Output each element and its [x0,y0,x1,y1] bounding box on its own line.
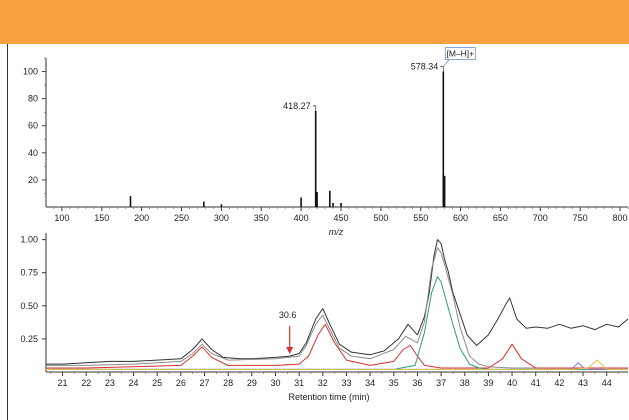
lc-x-tick-label: 31 [294,378,304,388]
lc-x-tick-label: 29 [247,378,257,388]
lc-x-tick-label: 36 [412,378,422,388]
lc-series-line [46,323,628,369]
ms-x-tick-label: 650 [493,213,508,223]
lc-x-tick-label: 30 [270,378,280,388]
ms-minor-ticks [44,57,629,209]
ms-x-tick-label: 300 [214,213,229,223]
lc-x-tick-label: 32 [318,378,328,388]
ms-x-tick-label: 550 [413,213,428,223]
lc-series [46,239,629,370]
ms-x-tick-label: 600 [453,213,468,223]
lc-x-tick-label: 39 [483,378,493,388]
lc-x-tick-label: 24 [129,378,139,388]
ion-label-box [444,47,476,60]
ms-x-tick-label: 400 [294,213,309,223]
lc-x-tick-label: 22 [81,378,91,388]
lc-x-tick-label: 26 [176,378,186,388]
lc-minor-ticks [50,372,619,374]
rt-arrow-head [286,347,294,354]
lc-x-tick-label: 43 [578,378,588,388]
ms-x-tick-label: 800 [613,213,628,223]
ms-peaks [129,71,446,207]
lc-x-tick-label: 38 [460,378,470,388]
lc-x-tick-label: 34 [365,378,375,388]
lc-y-ticks: 0.25 0.50 0.75 1.00 [20,235,46,344]
lc-x-tick-label: 44 [602,378,612,388]
ms-y-tick-label: 40 [28,148,38,158]
header-band [0,0,629,44]
lc-x-tick-label: 33 [341,378,351,388]
ms-peak-callout [312,105,317,111]
lc-x-tick-label: 41 [531,378,541,388]
lc-y-tick-label: 0.75 [20,268,38,278]
ms-x-axis-label: m/z [329,227,344,237]
mass-spectrum-panel: 20 40 60 80 100 100 150 200 250 300 350 400 450 500 5… [23,47,629,237]
lc-x-tick-label: 25 [152,378,162,388]
lc-x-axis-label: Retention time (min) [288,392,369,402]
ms-peak-label: 418.27 [283,101,311,111]
ms-annotations: 418.27 578.34 [M–H]+ [283,47,476,111]
lc-x-ticks: 21 22 23 24 25 26 27 28 29 30 31 32 33 34 35 36 37 38 39 40… [58,372,612,388]
lc-x-tick-label: 40 [507,378,517,388]
ms-peak-callout [440,66,444,72]
lc-y-tick-label: 0.25 [20,334,38,344]
lc-series-line [46,239,629,365]
ms-x-ticks: 100 150 200 250 300 350 400 450 500 550 600 650 700 7… [54,207,628,223]
figure-frame [7,44,629,420]
ms-x-tick-label: 450 [333,213,348,223]
lc-y-tick-label: 1.00 [20,235,38,245]
ion-label-connector [443,59,450,67]
ms-x-tick-label: 700 [533,213,548,223]
ms-y-tick-label: 20 [28,175,38,185]
ion-label: [M–H]+ [446,49,474,59]
ms-x-tick-label: 500 [373,213,388,223]
ms-y-tick-label: 100 [23,67,38,77]
ms-x-tick-label: 350 [254,213,269,223]
lc-x-tick-label: 35 [389,378,399,388]
lc-series-line [46,359,628,370]
lc-x-tick-label: 21 [58,378,68,388]
ms-y-tick-label: 60 [28,121,38,131]
lc-x-tick-label: 27 [200,378,210,388]
ms-x-tick-label: 250 [174,213,189,223]
ms-x-tick-label: 750 [573,213,588,223]
lc-series-line [46,247,628,369]
lc-series-line [46,276,628,370]
rt-annotation-label: 30.6 [279,310,297,320]
ms-x-tick-label: 100 [54,213,69,223]
lc-x-tick-label: 28 [223,378,233,388]
chromatogram-panel: 0.25 0.50 0.75 1.00 21 22 23 24 25 26 27 28 29 30 31 3… [20,233,629,402]
lc-y-tick-label: 0.50 [20,301,38,311]
lc-annotations: 30.6 [279,310,297,354]
ms-y-ticks: 20 40 60 80 100 [23,67,46,185]
ms-peak-label: 578.34 [411,62,439,72]
ms-x-tick-label: 150 [94,213,109,223]
lc-x-tick-label: 37 [436,378,446,388]
lc-x-tick-label: 23 [105,378,115,388]
ms-y-tick-label: 80 [28,94,38,104]
lc-x-tick-label: 42 [554,378,564,388]
ms-x-tick-label: 200 [134,213,149,223]
